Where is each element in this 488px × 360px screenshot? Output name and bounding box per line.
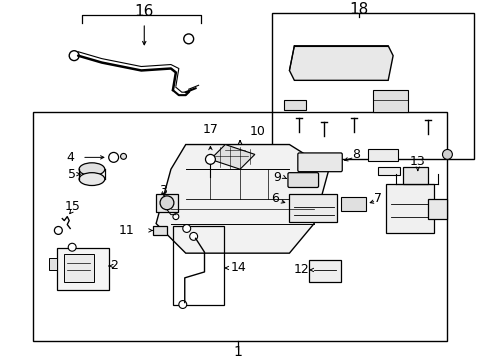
Text: 11: 11 <box>119 224 134 237</box>
Bar <box>153 226 166 235</box>
Circle shape <box>160 196 174 210</box>
Text: 17: 17 <box>202 123 218 136</box>
Text: 15: 15 <box>64 200 80 213</box>
Bar <box>402 167 427 184</box>
Circle shape <box>183 34 193 44</box>
Polygon shape <box>210 144 254 169</box>
Bar <box>367 149 397 161</box>
Text: 18: 18 <box>348 2 367 17</box>
Bar <box>308 260 340 282</box>
Circle shape <box>189 233 197 240</box>
Text: 6: 6 <box>270 192 278 205</box>
Text: 3: 3 <box>159 184 166 197</box>
Text: 7: 7 <box>373 192 382 205</box>
Circle shape <box>183 225 190 233</box>
Bar <box>378 167 399 175</box>
Bar <box>156 194 178 212</box>
Text: 4: 4 <box>66 151 74 164</box>
Text: 5: 5 <box>68 168 76 181</box>
Bar <box>49 258 57 270</box>
Text: 12: 12 <box>293 264 308 276</box>
Circle shape <box>442 149 451 159</box>
Circle shape <box>179 301 186 309</box>
Text: 1: 1 <box>233 345 242 359</box>
Text: 16: 16 <box>134 4 154 19</box>
FancyBboxPatch shape <box>287 173 318 188</box>
Bar <box>427 199 447 219</box>
Bar <box>373 90 407 112</box>
Bar <box>57 248 108 290</box>
Bar <box>64 254 94 282</box>
FancyBboxPatch shape <box>297 153 342 172</box>
Polygon shape <box>340 197 366 211</box>
Circle shape <box>121 153 126 159</box>
Text: 14: 14 <box>230 261 245 274</box>
Bar <box>33 112 447 341</box>
Circle shape <box>108 152 119 162</box>
Ellipse shape <box>79 163 104 176</box>
Bar <box>173 226 224 306</box>
Bar <box>386 184 433 233</box>
Circle shape <box>68 243 76 251</box>
Polygon shape <box>289 46 392 80</box>
Text: 9: 9 <box>273 171 281 184</box>
Ellipse shape <box>79 173 104 185</box>
Text: 2: 2 <box>109 260 117 273</box>
Circle shape <box>69 51 79 60</box>
Polygon shape <box>156 144 328 253</box>
Circle shape <box>54 226 62 234</box>
Text: 13: 13 <box>409 155 425 168</box>
Circle shape <box>205 154 215 164</box>
Bar <box>271 13 473 159</box>
Circle shape <box>173 213 179 220</box>
Bar <box>289 194 336 221</box>
Text: 8: 8 <box>352 148 360 161</box>
Bar <box>284 100 305 110</box>
Text: 10: 10 <box>249 125 265 138</box>
